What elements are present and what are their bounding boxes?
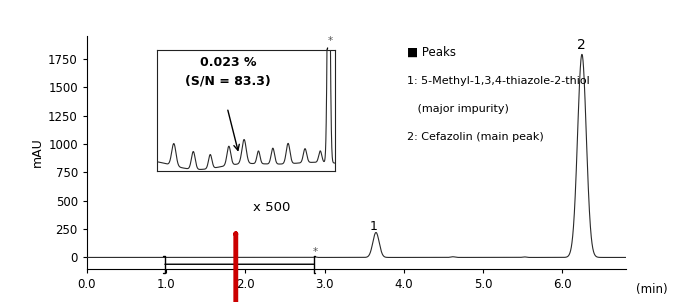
Text: 2: Cefazolin (main peak): 2: Cefazolin (main peak) bbox=[407, 132, 544, 142]
Text: *: * bbox=[327, 36, 333, 46]
Text: 1: 5-Methyl-1,3,4-thiazole-2-thiol: 1: 5-Methyl-1,3,4-thiazole-2-thiol bbox=[407, 76, 590, 86]
Text: 1: 1 bbox=[370, 220, 377, 233]
Text: (major impurity): (major impurity) bbox=[407, 104, 509, 114]
Text: (min): (min) bbox=[637, 283, 668, 296]
Text: x 500: x 500 bbox=[253, 201, 291, 214]
Text: 2: 2 bbox=[577, 38, 585, 52]
Y-axis label: mAU: mAU bbox=[31, 138, 44, 167]
Text: *: * bbox=[313, 247, 318, 257]
Text: 0.023 %: 0.023 % bbox=[199, 56, 256, 69]
Text: ■ Peaks: ■ Peaks bbox=[407, 46, 457, 59]
Text: (S/N = 83.3): (S/N = 83.3) bbox=[185, 74, 271, 87]
